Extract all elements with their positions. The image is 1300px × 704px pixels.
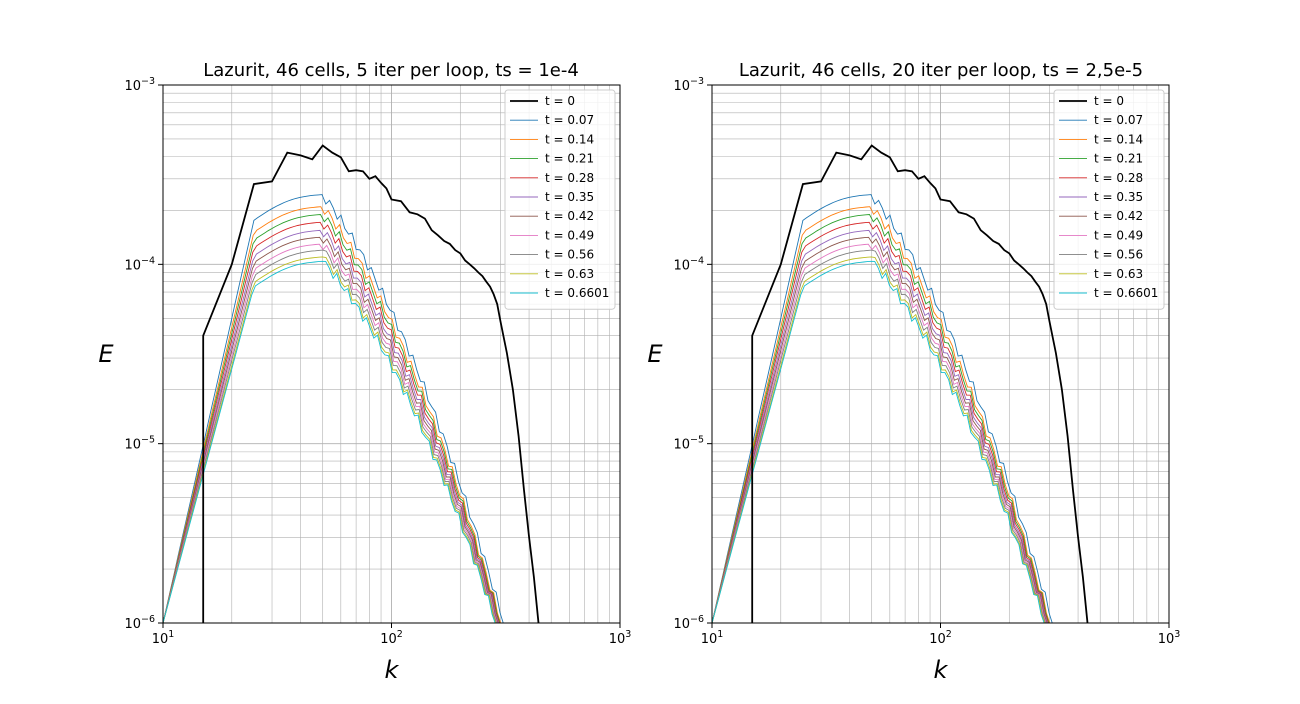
- right-x-tick-label: 102: [929, 629, 952, 647]
- right-legend-entry: t = 0: [1094, 94, 1124, 108]
- right-legend-entry: t = 0.28: [1094, 171, 1143, 185]
- left-initial-spectrum-line: [202, 144, 540, 623]
- left-series-line: [163, 214, 501, 623]
- right-series-line: [712, 260, 1045, 623]
- right-legend-entry: t = 0.35: [1094, 190, 1143, 204]
- left-series-line: [163, 243, 498, 623]
- left-legend-entry: t = 0.35: [545, 190, 594, 204]
- left-series-line: [163, 206, 502, 623]
- right-x-tick-label: 101: [701, 629, 724, 647]
- left-series-line: [163, 229, 500, 623]
- left-legend-entry: t = 0.42: [545, 209, 594, 223]
- right-y-tick-label: 10−6: [673, 614, 704, 632]
- right-legend-entry: t = 0.07: [1094, 113, 1143, 127]
- right-series-line: [712, 229, 1049, 623]
- left-legend-entry: t = 0.21: [545, 152, 594, 166]
- left-y-tick-label: 10−6: [124, 614, 155, 632]
- left-y-tick-label: 10−4: [124, 255, 155, 273]
- right-series-line: [712, 243, 1047, 623]
- left-y-tick-label: 10−3: [124, 76, 155, 94]
- left-x-tick-label: 102: [380, 629, 403, 647]
- right-y-tick-label: 10−3: [673, 76, 704, 94]
- right-legend-entry: t = 0.56: [1094, 248, 1143, 262]
- left-series-line: [163, 260, 496, 623]
- right-x-axis-label: k: [934, 656, 949, 684]
- left-series-line: [163, 249, 498, 623]
- right-series-line: [712, 194, 1053, 623]
- left-legend-entry: t = 0.07: [545, 113, 594, 127]
- left-legend-entry: t = 0.63: [545, 267, 594, 281]
- right-legend-entry: t = 0.49: [1094, 228, 1143, 242]
- left-ticks: 101 102 103 10−6 10−5 10−4 10−3: [124, 76, 631, 647]
- right-legend: t = 0 t = 0.07 t = 0.14 t = 0.21 t = 0.28 t =…: [1053, 89, 1165, 310]
- left-legend: t = 0 t = 0.07 t = 0.14 t = 0.21 t = 0.28 t =…: [504, 89, 616, 310]
- left-series-line: [163, 194, 504, 623]
- left-legend-entry: t = 0.14: [545, 132, 594, 146]
- right-y-tick-label: 10−4: [673, 255, 704, 273]
- left-legend-entry: t = 0: [545, 94, 575, 108]
- right-initial-spectrum-line: [751, 144, 1089, 623]
- left-series-line: [163, 256, 497, 623]
- right-series-line: [712, 236, 1048, 623]
- right-legend-entry: t = 0.42: [1094, 209, 1143, 223]
- left-chart-title: Lazurit, 46 cells, 5 iter per loop, ts =…: [203, 60, 579, 81]
- right-y-axis-label: E: [647, 340, 663, 368]
- left-y-axis-label: E: [98, 340, 114, 368]
- left-x-tick-label: 101: [152, 629, 175, 647]
- right-series-line: [712, 214, 1050, 623]
- left-x-axis-label: k: [385, 656, 400, 684]
- left-series-line: [163, 221, 500, 623]
- left-series-line: [163, 236, 499, 623]
- left-legend-entry: t = 0.28: [545, 171, 594, 185]
- left-y-tick-label: 10−5: [124, 435, 155, 453]
- left-series-group: [163, 144, 540, 623]
- left-legend-entry: t = 0.56: [545, 248, 594, 262]
- right-legend-entry: t = 0.6601: [1094, 286, 1158, 300]
- right-series-line: [712, 256, 1046, 623]
- right-chart-title: Lazurit, 46 cells, 20 iter per loop, ts …: [739, 60, 1143, 81]
- left-x-tick-label: 103: [609, 629, 632, 647]
- right-x-tick-label: 103: [1158, 629, 1181, 647]
- right-series-line: [712, 206, 1051, 623]
- right-series-group: [712, 144, 1089, 623]
- right-y-tick-label: 10−5: [673, 435, 704, 453]
- left-legend-entry: t = 0.6601: [545, 286, 609, 300]
- right-legend-entry: t = 0.21: [1094, 152, 1143, 166]
- right-ticks: 101 102 103 10−6 10−5 10−4 10−3: [673, 76, 1180, 647]
- left-legend-entry: t = 0.49: [545, 228, 594, 242]
- right-chart-panel: Lazurit, 46 cells, 20 iter per loop, ts …: [647, 60, 1180, 684]
- right-series-line: [712, 249, 1047, 623]
- left-chart-panel: Lazurit, 46 cells, 5 iter per loop, ts =…: [98, 60, 631, 684]
- right-legend-entry: t = 0.63: [1094, 267, 1143, 281]
- right-legend-entry: t = 0.14: [1094, 132, 1143, 146]
- right-series-line: [712, 221, 1049, 623]
